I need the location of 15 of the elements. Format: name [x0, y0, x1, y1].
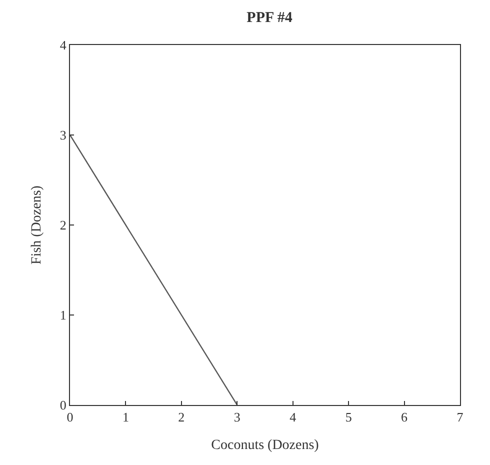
x-tick-label: 1 — [122, 410, 129, 425]
y-tick-label: 3 — [60, 128, 66, 143]
y-tick-label: 1 — [60, 308, 66, 323]
y-tick-label: 2 — [60, 218, 66, 233]
y-tick-label: 0 — [60, 398, 66, 413]
chart-title: PPF #4 — [246, 10, 293, 26]
x-tick-label: 6 — [401, 410, 408, 425]
y-tick-label: 4 — [60, 38, 67, 53]
x-tick-label: 3 — [234, 410, 240, 425]
x-tick-label: 2 — [178, 410, 185, 425]
x-tick-label: 5 — [345, 410, 352, 425]
x-axis-title: Coconuts (Dozens) — [211, 438, 320, 453]
x-tick-label: 7 — [456, 410, 464, 425]
y-axis-title: Fish (Dozens) — [30, 185, 44, 264]
x-tick-label: 4 — [290, 410, 297, 425]
